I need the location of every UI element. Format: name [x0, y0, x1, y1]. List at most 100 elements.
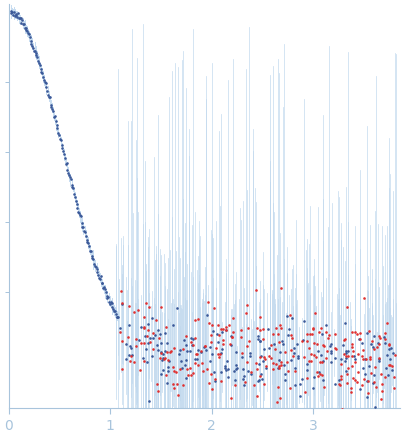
Point — [67, 173, 73, 180]
Point — [167, 349, 174, 356]
Point — [162, 347, 168, 354]
Point — [133, 336, 139, 343]
Point — [210, 304, 217, 311]
Point — [315, 348, 322, 355]
Point — [292, 381, 299, 388]
Point — [343, 353, 349, 360]
Point — [71, 191, 77, 198]
Point — [164, 364, 171, 371]
Point — [360, 356, 366, 363]
Point — [239, 349, 245, 356]
Point — [359, 381, 366, 388]
Point — [328, 348, 335, 355]
Point — [277, 322, 284, 329]
Point — [138, 323, 145, 330]
Point — [379, 387, 385, 394]
Point — [77, 212, 83, 218]
Point — [216, 332, 223, 339]
Point — [301, 317, 307, 324]
Point — [316, 370, 323, 377]
Point — [261, 353, 267, 360]
Point — [213, 344, 219, 351]
Point — [322, 329, 329, 336]
Point — [357, 385, 364, 392]
Point — [382, 339, 388, 346]
Point — [370, 344, 377, 351]
Point — [119, 299, 126, 306]
Point — [328, 340, 335, 347]
Point — [198, 347, 205, 354]
Point — [287, 385, 294, 392]
Point — [290, 344, 297, 351]
Point — [144, 358, 151, 365]
Point — [262, 363, 269, 370]
Point — [271, 346, 278, 353]
Point — [324, 347, 331, 354]
Point — [8, 9, 15, 16]
Point — [355, 369, 362, 376]
Point — [72, 198, 79, 205]
Point — [70, 185, 76, 192]
Point — [117, 328, 124, 335]
Point — [301, 389, 308, 396]
Point — [157, 349, 164, 356]
Point — [210, 327, 216, 334]
Point — [112, 308, 118, 315]
Point — [318, 324, 324, 331]
Point — [367, 354, 373, 361]
Point — [354, 379, 360, 386]
Point — [244, 342, 250, 349]
Point — [164, 379, 170, 386]
Point — [12, 12, 18, 19]
Point — [149, 315, 155, 322]
Point — [154, 326, 161, 333]
Point — [88, 247, 94, 254]
Point — [126, 357, 133, 364]
Point — [233, 349, 239, 356]
Point — [133, 343, 139, 350]
Point — [219, 345, 225, 352]
Point — [223, 366, 229, 373]
Point — [374, 343, 380, 350]
Point — [234, 365, 240, 372]
Point — [265, 344, 272, 351]
Point — [311, 351, 317, 358]
Point — [338, 355, 344, 362]
Point — [97, 276, 103, 283]
Point — [244, 302, 250, 309]
Point — [191, 409, 197, 416]
Point — [246, 337, 253, 344]
Point — [297, 393, 303, 400]
Point — [378, 371, 385, 378]
Point — [319, 372, 325, 379]
Point — [219, 329, 225, 336]
Point — [359, 353, 365, 360]
Point — [215, 339, 221, 346]
Point — [303, 367, 310, 374]
Point — [84, 239, 90, 246]
Point — [375, 354, 382, 361]
Point — [351, 329, 358, 336]
Point — [338, 375, 345, 382]
Point — [337, 382, 343, 388]
Point — [192, 351, 199, 358]
Point — [284, 332, 291, 339]
Point — [107, 300, 113, 307]
Point — [240, 375, 247, 382]
Point — [180, 346, 187, 353]
Point — [258, 376, 265, 383]
Point — [385, 371, 391, 378]
Point — [126, 302, 132, 309]
Point — [386, 345, 393, 352]
Point — [177, 358, 184, 365]
Point — [176, 350, 183, 357]
Point — [40, 74, 46, 81]
Point — [87, 247, 93, 254]
Point — [150, 335, 157, 342]
Point — [160, 366, 167, 373]
Point — [231, 368, 237, 375]
Point — [147, 334, 154, 341]
Point — [342, 320, 348, 327]
Point — [228, 332, 234, 339]
Point — [286, 409, 292, 416]
